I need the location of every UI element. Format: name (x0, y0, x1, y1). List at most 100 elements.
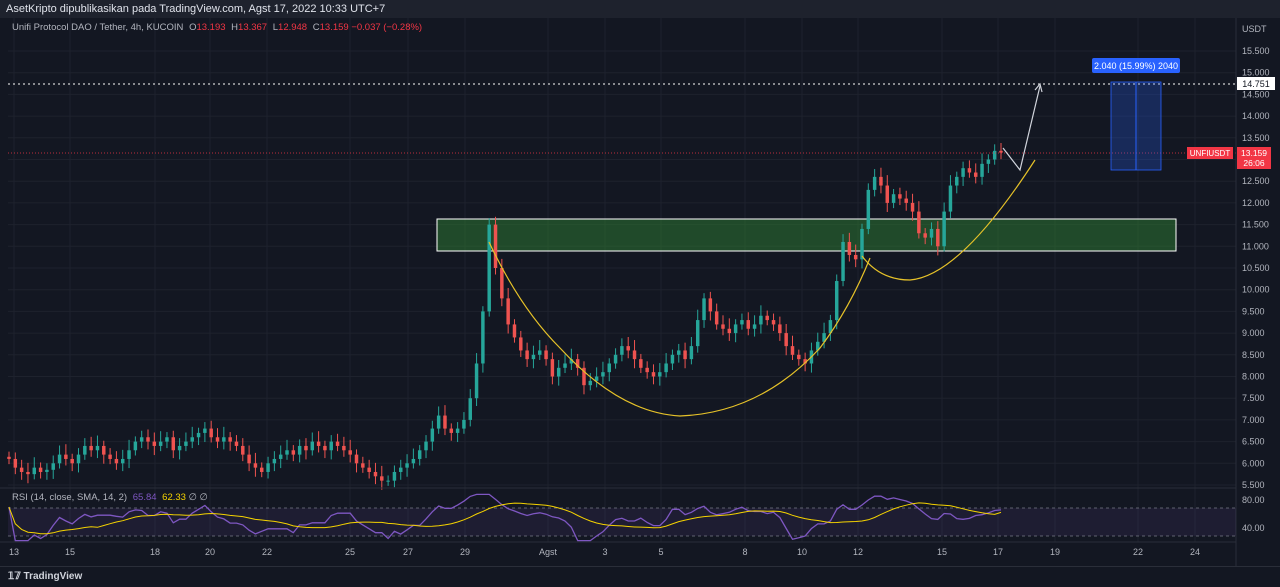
candle-body[interactable] (215, 437, 220, 442)
candle-body[interactable] (234, 441, 239, 446)
candle-body[interactable] (399, 467, 403, 472)
candle-body[interactable] (411, 458, 416, 464)
candle-body[interactable] (790, 346, 795, 355)
candle-body[interactable] (992, 150, 997, 160)
candle-body[interactable] (677, 350, 681, 355)
candle-body[interactable] (89, 445, 93, 451)
rsi-legend[interactable]: RSI (14, close, SMA, 14, 2) 65.84 62.33 … (12, 492, 208, 503)
candle-body[interactable] (525, 350, 529, 360)
candle-body[interactable] (95, 445, 100, 451)
candle-body[interactable] (285, 450, 289, 455)
candle-body[interactable] (607, 363, 611, 373)
candle-body[interactable] (133, 441, 138, 451)
candle-body[interactable] (506, 298, 510, 325)
candle-body[interactable] (102, 445, 106, 455)
candle-body[interactable] (885, 185, 890, 203)
candle-body[interactable] (695, 320, 700, 347)
candle-body[interactable] (569, 359, 574, 364)
candle-body[interactable] (752, 324, 757, 329)
rsi-line[interactable] (8, 493, 1002, 542)
candle-body[interactable] (114, 458, 119, 464)
candle-body[interactable] (13, 458, 18, 468)
candle-body[interactable] (721, 324, 725, 329)
candle-body[interactable] (51, 463, 55, 470)
candle-body[interactable] (910, 202, 915, 212)
rsi-sma-line[interactable] (8, 502, 1002, 535)
candle-body[interactable] (594, 376, 599, 381)
candle-body[interactable] (948, 185, 953, 212)
candle-body[interactable] (481, 311, 485, 364)
candle-body[interactable] (973, 172, 978, 177)
candle-body[interactable] (417, 450, 422, 459)
candle-body[interactable] (247, 454, 251, 464)
candle-body[interactable] (146, 437, 150, 442)
candle-body[interactable] (70, 458, 74, 464)
candle-body[interactable] (853, 254, 858, 260)
candle-body[interactable] (866, 189, 871, 229)
candle-body[interactable] (816, 341, 820, 351)
candle-body[interactable] (898, 194, 902, 199)
candle-body[interactable] (639, 359, 643, 368)
candle-body[interactable] (392, 471, 397, 481)
candle-body[interactable] (348, 450, 352, 455)
candle-body[interactable] (424, 441, 428, 451)
candle-body[interactable] (708, 298, 713, 312)
symbol-legend[interactable]: Unifi Protocol DAO / Tether, 4h, KUCOIN … (12, 22, 422, 33)
candle-body[interactable] (380, 476, 384, 481)
candle-body[interactable] (872, 176, 877, 190)
candle-body[interactable] (196, 432, 201, 438)
candle-body[interactable] (822, 333, 826, 342)
candle-body[interactable] (626, 346, 630, 351)
candle-body[interactable] (316, 441, 321, 446)
candle-body[interactable] (449, 428, 454, 433)
candle-body[interactable] (468, 398, 472, 420)
candle-body[interactable] (575, 359, 580, 368)
candle-body[interactable] (999, 150, 1003, 153)
candle-body[interactable] (556, 367, 561, 377)
candle-body[interactable] (361, 463, 365, 468)
candle-body[interactable] (241, 445, 245, 455)
candle-body[interactable] (297, 445, 302, 455)
candle-body[interactable] (26, 471, 30, 475)
candle-body[interactable] (32, 467, 37, 475)
candle-body[interactable] (354, 454, 359, 464)
candle-body[interactable] (613, 354, 618, 364)
cup-curve-right[interactable] (861, 159, 1036, 281)
candle-body[interactable] (544, 350, 548, 360)
candle-body[interactable] (904, 198, 908, 203)
candle-body[interactable] (620, 346, 624, 355)
candle-body[interactable] (538, 350, 542, 355)
tradingview-logo[interactable]: 𝟙𝟟 TradingView (8, 571, 82, 582)
candle-body[interactable] (76, 454, 81, 464)
candle-body[interactable] (847, 241, 852, 255)
candle-body[interactable] (683, 350, 687, 360)
candle-body[interactable] (190, 437, 194, 442)
candle-body[interactable] (57, 454, 62, 464)
candle-body[interactable] (550, 359, 555, 377)
candle-body[interactable] (601, 372, 605, 377)
candle-body[interactable] (803, 359, 807, 364)
candle-body[interactable] (304, 445, 308, 451)
candle-body[interactable] (942, 211, 946, 247)
candle-body[interactable] (797, 354, 801, 360)
candle-body[interactable] (7, 456, 11, 459)
candle-body[interactable] (177, 445, 182, 451)
candle-body[interactable] (512, 324, 517, 338)
candle-body[interactable] (563, 363, 567, 368)
candle-body[interactable] (260, 467, 264, 472)
candle-body[interactable] (834, 281, 839, 321)
candle-body[interactable] (38, 467, 43, 472)
candle-body[interactable] (746, 320, 750, 329)
candle-body[interactable] (841, 241, 845, 282)
candle-body[interactable] (961, 168, 965, 177)
candle-body[interactable] (651, 372, 656, 377)
candle-body[interactable] (923, 233, 927, 238)
projection-arrow[interactable] (1002, 85, 1041, 172)
candle-body[interactable] (455, 428, 460, 433)
candle-body[interactable] (493, 224, 498, 268)
candle-body[interactable] (658, 372, 662, 377)
candle-body[interactable] (165, 437, 169, 442)
candle-body[interactable] (272, 458, 277, 464)
candle-body[interactable] (184, 441, 188, 446)
candle-body[interactable] (778, 324, 782, 334)
